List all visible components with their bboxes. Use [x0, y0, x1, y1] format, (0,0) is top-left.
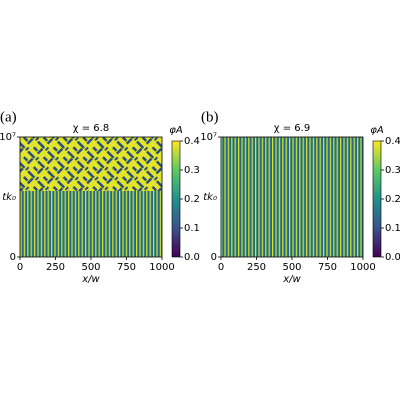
x-tick-label: 1000 — [149, 262, 174, 273]
y-tick-label: 10⁷ — [200, 132, 217, 143]
y-tick-label: 10⁷ — [0, 132, 16, 143]
colorbar-tick-label: 0.0 — [385, 252, 400, 263]
panel-label: (a) — [0, 109, 17, 125]
heatmap — [221, 137, 363, 257]
y-tick-label: 0 — [211, 252, 217, 263]
x-tick-label: 250 — [247, 262, 266, 273]
colorbar-tick-label: 0.3 — [184, 165, 200, 176]
chart-title: χ = 6.8 — [73, 123, 109, 134]
colorbar-tick-label: 0.4 — [385, 136, 400, 147]
x-axis-label: x/w — [81, 274, 100, 285]
x-tick-label: 750 — [117, 262, 136, 273]
colorbar — [171, 140, 181, 258]
colorbar-tick-label: 0.0 — [184, 252, 200, 263]
x-tick-label: 500 — [282, 262, 301, 273]
colorbar-tick-label: 0.2 — [385, 194, 400, 205]
y-tick-label: 0 — [10, 252, 16, 263]
y-axis-label: tk₀ — [2, 192, 16, 203]
colorbar-tick-label: 0.2 — [184, 194, 200, 205]
x-tick-label: 0 — [17, 262, 23, 273]
chart-title: χ = 6.9 — [274, 123, 310, 134]
colorbar-label: φA — [370, 125, 384, 136]
colorbar-label: φA — [169, 125, 183, 136]
colorbar-tick-label: 0.1 — [184, 223, 200, 234]
x-tick-label: 500 — [81, 262, 100, 273]
x-tick-label: 0 — [218, 262, 224, 273]
colorbar — [372, 140, 382, 258]
colorbar-tick-label: 0.3 — [385, 165, 400, 176]
heatmap-pattern — [20, 137, 162, 191]
y-axis-label: tk₀ — [203, 192, 217, 203]
colorbar-tick-label: 0.1 — [385, 223, 400, 234]
panel-label: (b) — [201, 109, 219, 125]
x-tick-label: 750 — [318, 262, 337, 273]
x-tick-label: 250 — [46, 262, 65, 273]
x-tick-label: 1000 — [350, 262, 375, 273]
colorbar-tick-label: 0.4 — [184, 136, 200, 147]
x-axis-label: x/w — [282, 274, 301, 285]
